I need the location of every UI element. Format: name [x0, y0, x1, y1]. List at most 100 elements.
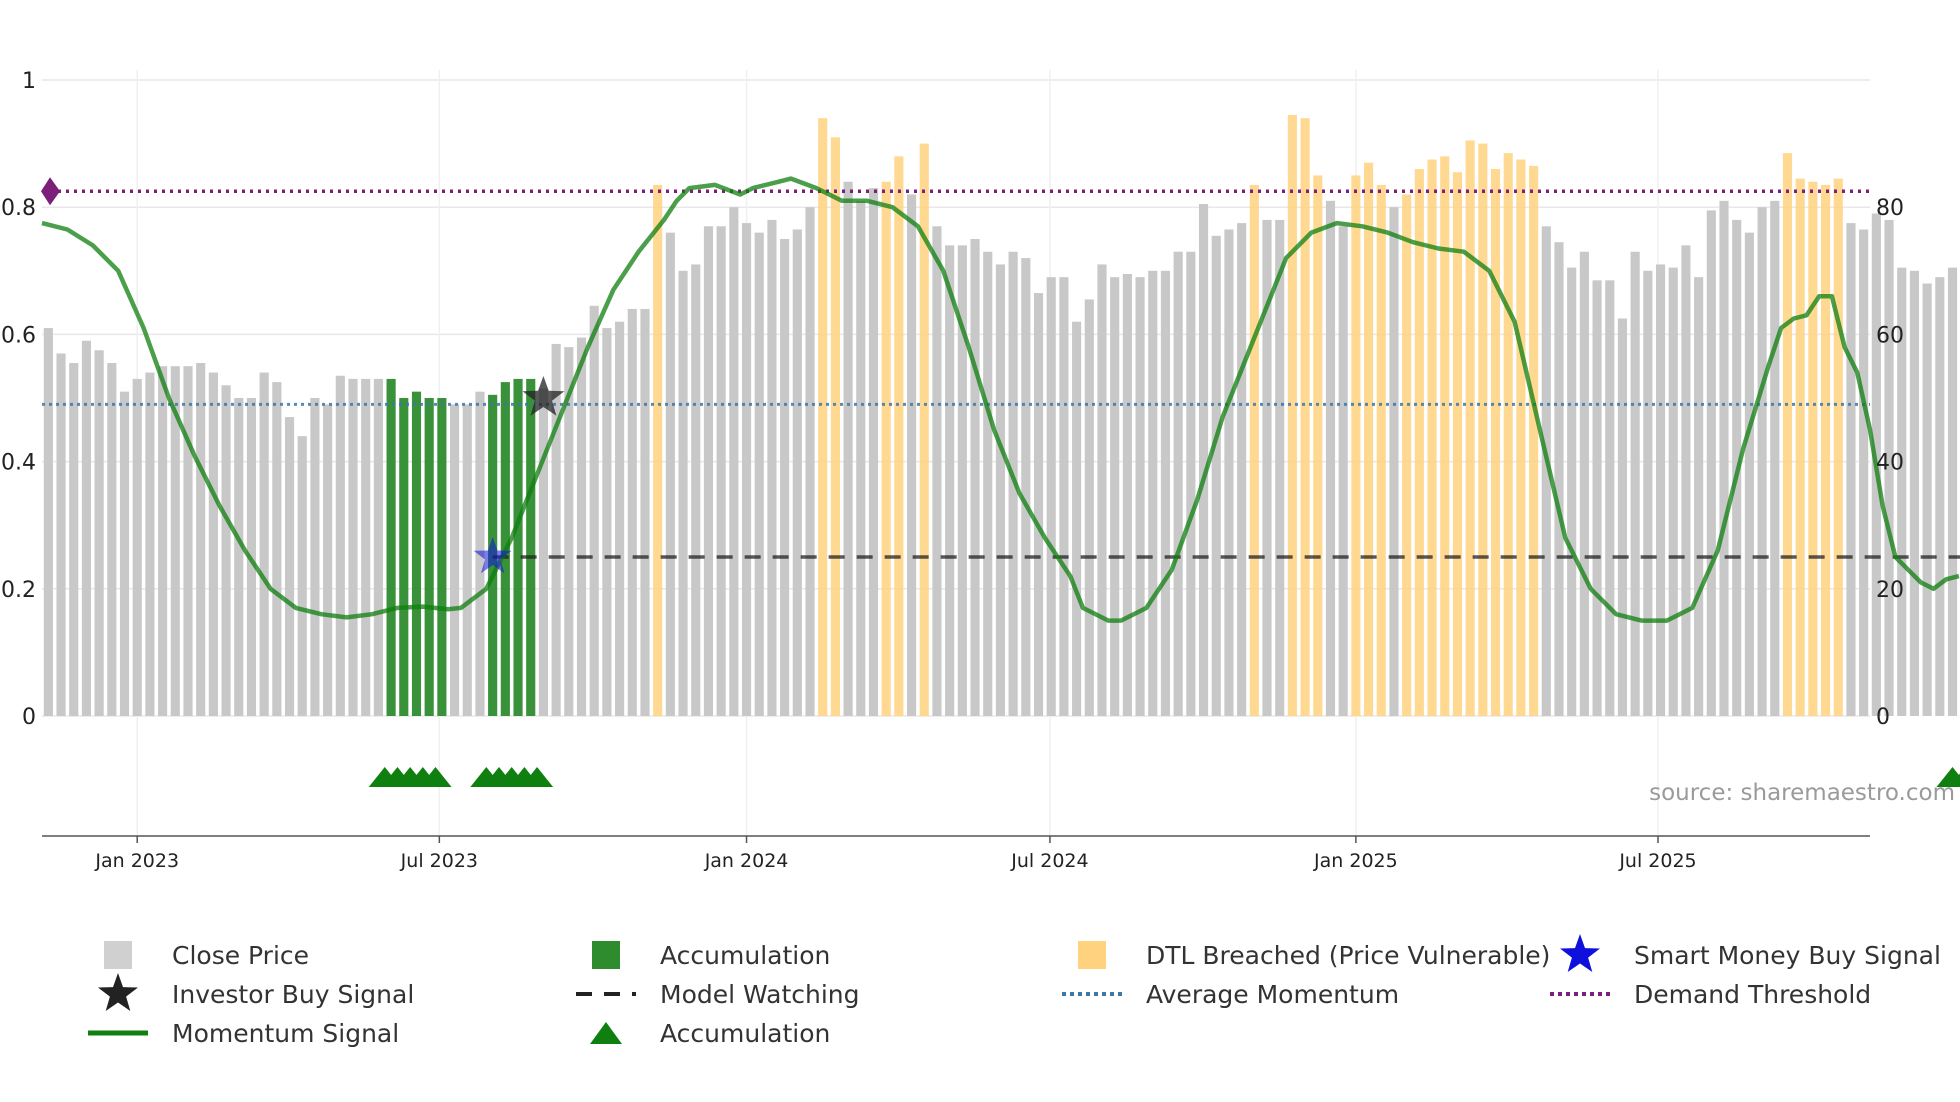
bar-dtl-breached	[1351, 175, 1361, 716]
bar-close-price	[259, 372, 269, 716]
bar-close-price	[907, 194, 917, 717]
accumulation-triangle	[419, 767, 452, 787]
right-axis-tick: 80	[1876, 196, 1904, 221]
bar-close-price	[56, 353, 66, 716]
bar-dtl-breached	[818, 118, 828, 716]
bar-dtl-breached	[1516, 159, 1526, 716]
bar-close-price	[1046, 277, 1056, 716]
left-axis-tick: 0.8	[1, 196, 36, 221]
bar-dtl-breached	[1427, 159, 1437, 716]
legend-label: Smart Money Buy Signal	[1634, 941, 1941, 970]
legend-item: Demand Threshold	[1550, 980, 1871, 1009]
bar-accumulation	[411, 391, 422, 716]
bar-close-price	[945, 245, 955, 717]
bar-accumulation	[424, 398, 434, 716]
legend-label: DTL Breached (Price Vulnerable)	[1146, 941, 1550, 970]
markers	[368, 376, 1960, 787]
bar-close-price	[640, 308, 650, 716]
left-axis-tick: 0.4	[1, 451, 36, 476]
bar-close-price	[1579, 251, 1589, 716]
bar-close-price	[729, 207, 739, 716]
bar-accumulation	[386, 378, 396, 716]
bar-close-price	[1186, 251, 1196, 716]
bar-close-price	[462, 404, 472, 716]
bar-dtl-breached	[1478, 143, 1488, 717]
right-axis-tick: 0	[1876, 705, 1890, 730]
bar-close-price	[132, 378, 142, 716]
bar-close-price	[1706, 210, 1716, 716]
bar-dtl-breached	[1364, 162, 1374, 716]
legend-item: Accumulation	[592, 941, 830, 970]
bar-dtl-breached	[1782, 153, 1793, 716]
bar-close-price	[1173, 251, 1183, 716]
investor-buy-star	[522, 376, 565, 416]
bar-close-price	[1655, 264, 1666, 716]
x-axis-tick-label: Jan 2024	[704, 850, 789, 872]
axes: 0 0.2 0.4 0.6 0.8 1 0 20 40 60 80 Jan 2023 Jul 2023 J…	[1, 69, 1904, 872]
bar-close-price	[538, 388, 548, 716]
bar-close-price	[1605, 280, 1615, 716]
bar-dtl-breached	[1821, 184, 1831, 716]
bar-close-price	[1389, 207, 1399, 716]
bar-close-price	[1757, 207, 1767, 716]
bar-close-price	[970, 239, 980, 716]
left-axis-tick: 0.2	[1, 578, 36, 603]
bar-dtl-breached	[1529, 165, 1539, 717]
bar-dtl-breached	[1249, 184, 1259, 716]
x-axis-tick-label: Jul 2025	[1618, 850, 1696, 872]
bar-close-price	[1947, 267, 1958, 716]
legend-swatch	[104, 941, 132, 969]
bar-close-price	[1033, 293, 1044, 716]
accumulation-triangle	[1949, 773, 1960, 787]
bar-close-price	[1275, 219, 1285, 717]
legend-label: Investor Buy Signal	[172, 980, 414, 1009]
bars	[43, 114, 1958, 717]
bar-close-price	[589, 305, 599, 716]
bar-close-price	[1097, 264, 1107, 716]
bar-close-price	[1935, 277, 1945, 716]
bar-close-price	[1541, 226, 1551, 716]
bar-close-price	[1694, 277, 1704, 716]
legend: Close Price Accumulation DTL Breached (Pri…	[88, 934, 1941, 1048]
bar-close-price	[1643, 270, 1653, 716]
bar-dtl-breached	[830, 137, 840, 717]
bar-close-price	[665, 232, 675, 716]
bar-close-price	[1630, 251, 1640, 716]
bar-close-price	[1897, 267, 1907, 716]
legend-label: Average Momentum	[1146, 980, 1399, 1009]
bar-close-price	[1922, 283, 1932, 716]
bar-dtl-breached	[894, 156, 904, 716]
bar-close-price	[805, 207, 815, 716]
bar-close-price	[576, 337, 587, 716]
bar-dtl-breached	[1376, 184, 1386, 716]
bar-close-price	[158, 366, 168, 716]
x-axis-tick-label: Jan 2023	[94, 850, 179, 872]
bar-close-price	[297, 436, 307, 716]
bar-dtl-breached	[1402, 194, 1412, 717]
bar-close-price	[1592, 280, 1602, 716]
bar-close-price	[856, 200, 866, 717]
bar-close-price	[754, 232, 764, 716]
bar-dtl-breached	[1313, 175, 1323, 716]
bar-close-price	[1668, 267, 1678, 716]
bar-close-price	[792, 229, 802, 716]
bar-dtl-breached	[1833, 178, 1843, 716]
bar-dtl-breached	[919, 143, 929, 717]
bar-close-price	[1884, 219, 1894, 717]
bar-close-price	[1122, 273, 1132, 716]
legend-label: Momentum Signal	[172, 1019, 399, 1048]
left-axis-tick: 1	[22, 69, 36, 94]
bar-close-price	[1135, 277, 1145, 716]
bar-close-price	[450, 404, 460, 716]
bar-close-price	[1211, 235, 1221, 716]
bar-close-price	[43, 328, 53, 716]
bar-dtl-breached	[1300, 118, 1310, 716]
smart-money-buy-star	[473, 537, 512, 574]
source-label: source: sharemaestro.com	[1649, 780, 1955, 806]
accumulation-triangle	[521, 767, 554, 787]
bar-close-price	[373, 378, 383, 716]
bar-close-price	[221, 385, 231, 716]
legend-star-icon	[98, 973, 138, 1011]
